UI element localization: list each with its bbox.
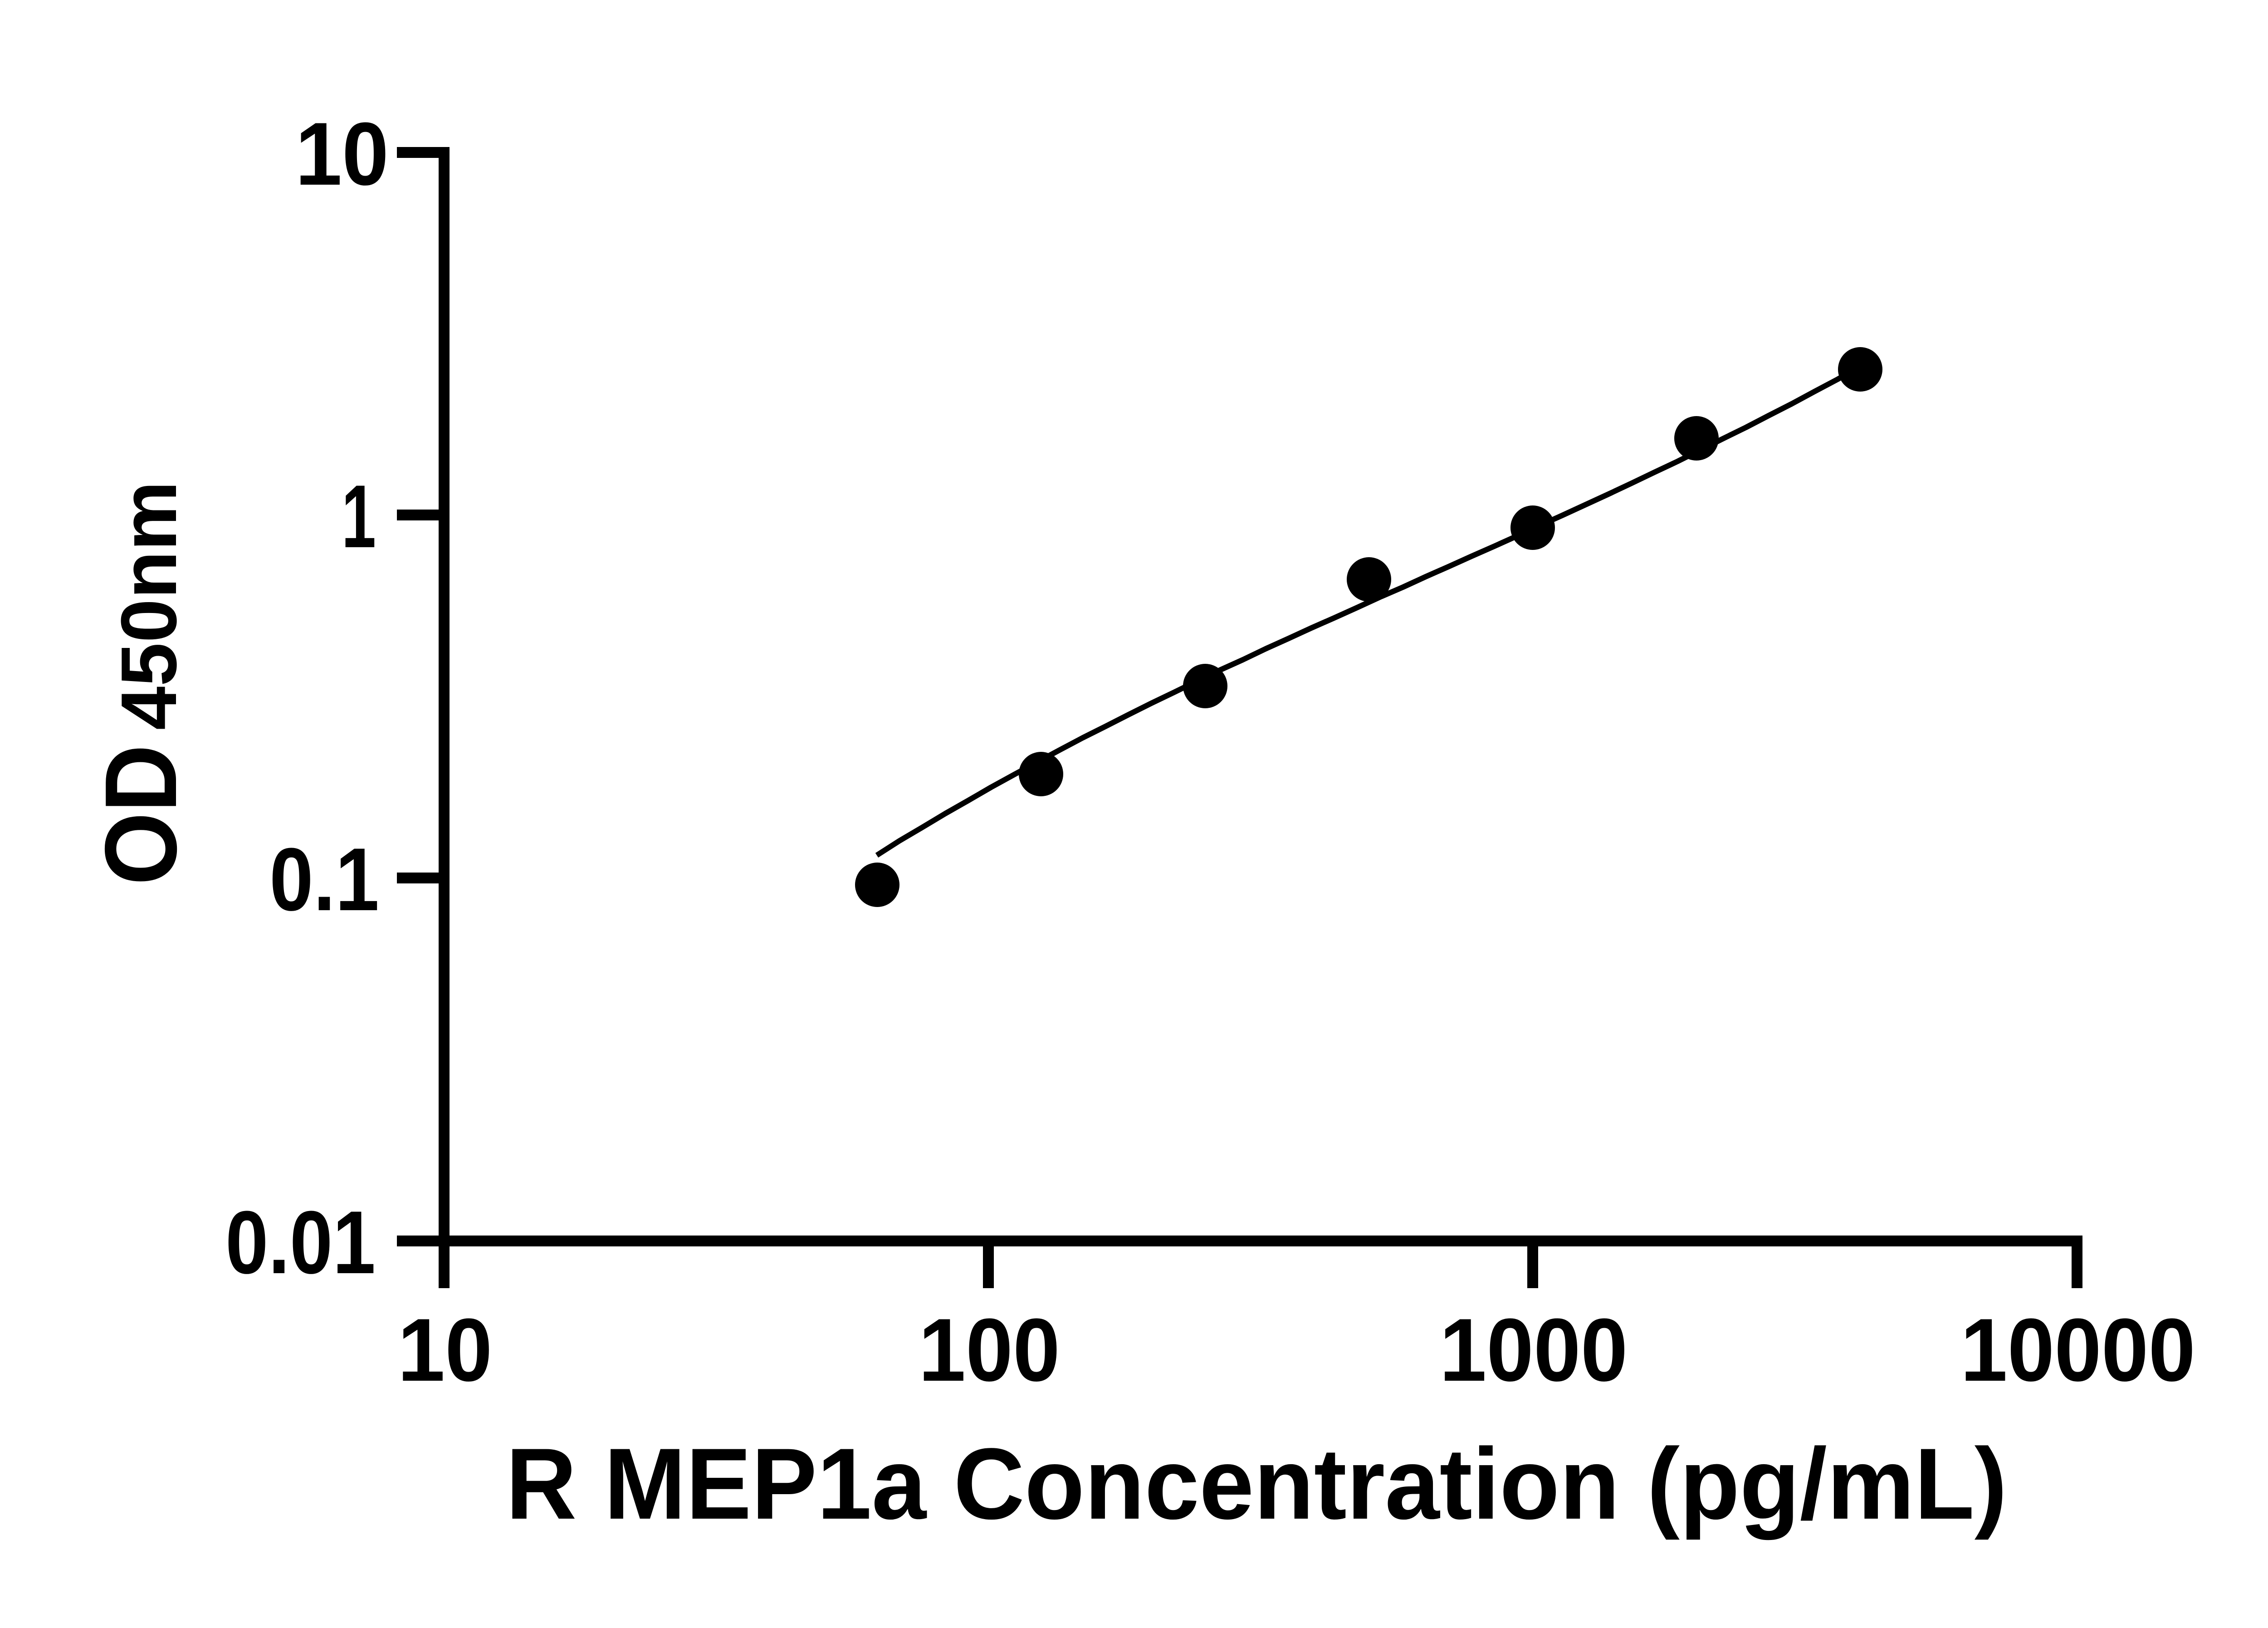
- svg-text:1: 1: [342, 466, 376, 566]
- svg-text:100: 100: [919, 1300, 1060, 1400]
- svg-text:1000: 1000: [1440, 1300, 1628, 1400]
- svg-text:0.01: 0.01: [225, 1192, 376, 1292]
- svg-text:R MEP1a Concentration (pg/mL): R MEP1a Concentration (pg/mL): [506, 1427, 2007, 1540]
- svg-text:OD: OD: [83, 745, 198, 885]
- svg-text:450nm: 450nm: [104, 481, 193, 730]
- svg-text:10000: 10000: [1960, 1300, 2195, 1400]
- svg-text:0.1: 0.1: [269, 829, 379, 929]
- svg-text:10: 10: [398, 1300, 493, 1400]
- svg-text:10: 10: [295, 104, 389, 204]
